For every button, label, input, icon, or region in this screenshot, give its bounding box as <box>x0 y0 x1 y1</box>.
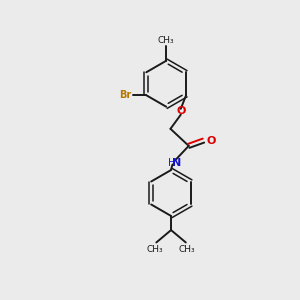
Text: Br: Br <box>119 90 131 100</box>
Text: N: N <box>172 158 181 168</box>
Text: CH₃: CH₃ <box>158 36 175 45</box>
Text: CH₃: CH₃ <box>179 245 196 254</box>
Text: O: O <box>176 106 185 116</box>
Text: CH₃: CH₃ <box>147 245 163 254</box>
Text: O: O <box>207 136 216 146</box>
Text: H: H <box>168 158 175 168</box>
